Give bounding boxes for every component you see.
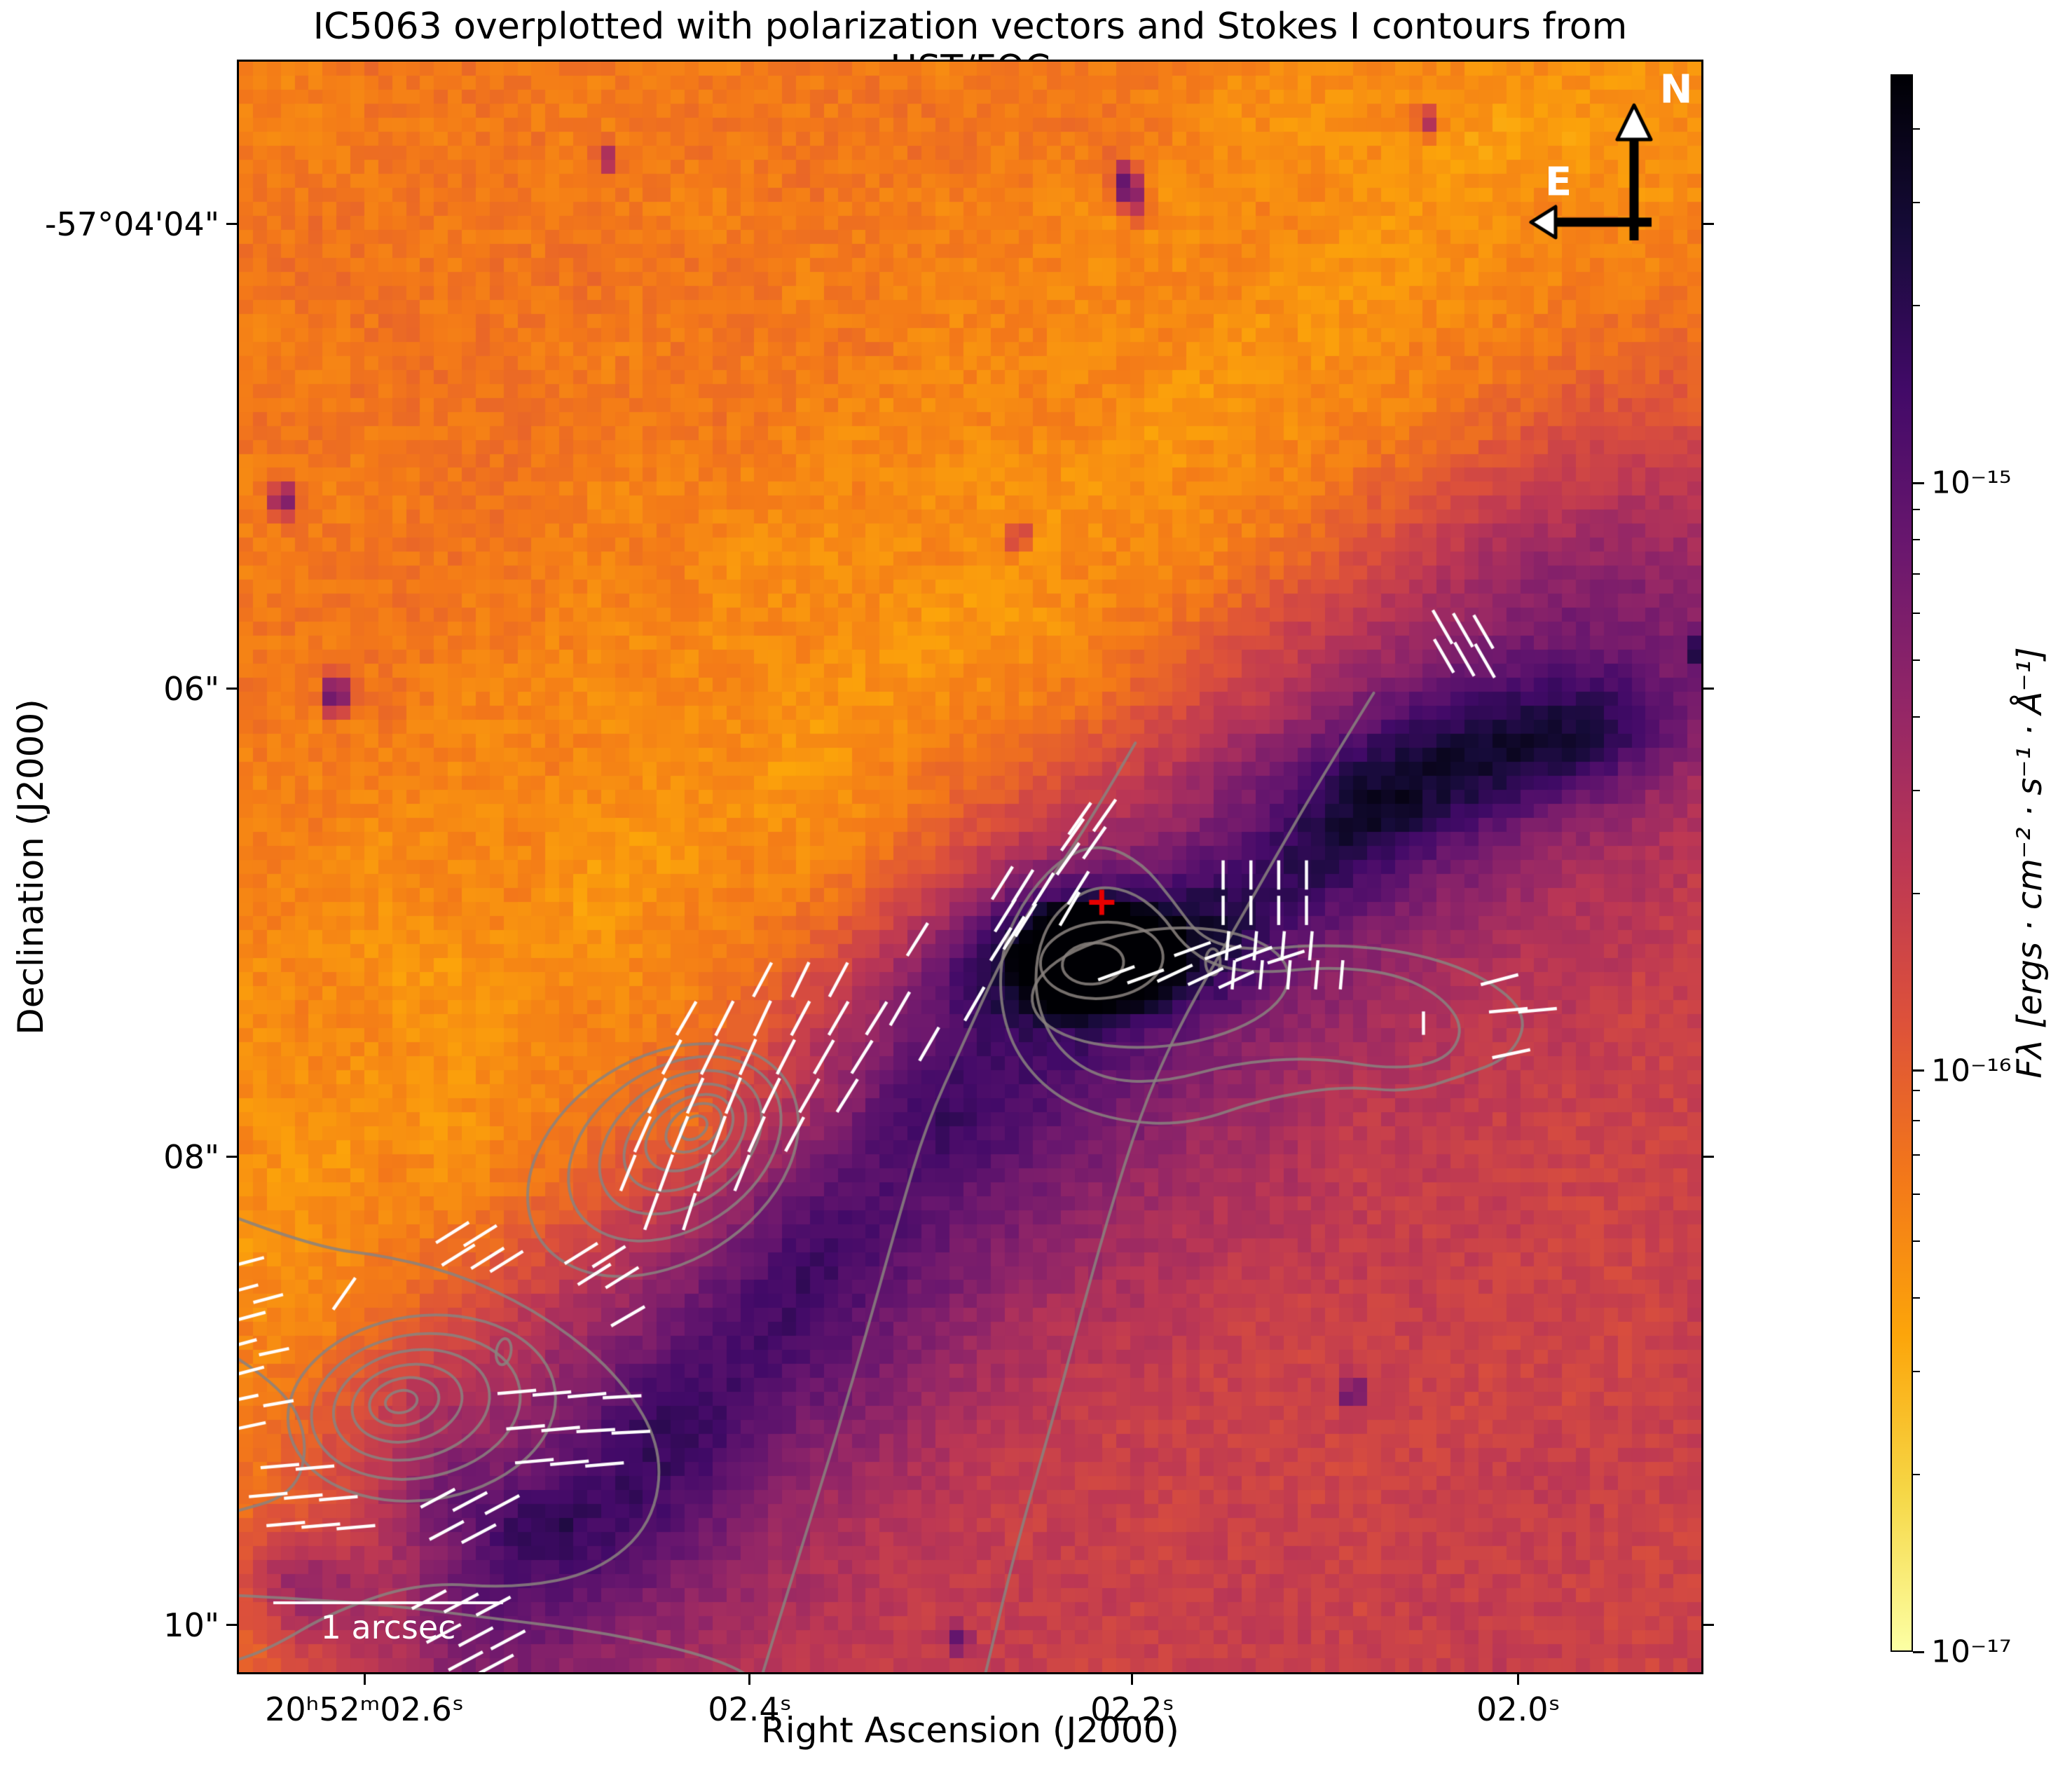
y-axis-label: Declination (J2000) <box>11 699 51 1035</box>
x-tick-label: 02.2ˢ <box>1090 1690 1174 1728</box>
colorbar-minor-tick <box>1913 1154 1920 1156</box>
x-tick <box>363 1672 366 1685</box>
y-tick-label: 10" <box>163 1606 219 1644</box>
colorbar-minor-tick <box>1913 893 1920 895</box>
colorbar-tick <box>1913 1650 1924 1653</box>
plot-area <box>237 60 1703 1674</box>
colorbar-minor-tick <box>1913 128 1920 130</box>
x-axis-label: Right Ascension (J2000) <box>761 1710 1179 1751</box>
colorbar-tick <box>1913 1069 1924 1072</box>
colorbar-minor-tick <box>1913 1297 1920 1299</box>
colorbar-minor-tick <box>1913 789 1920 791</box>
x-tick <box>1131 1672 1134 1685</box>
x-tick <box>1517 1672 1520 1685</box>
y-tick-label: -57°04'04" <box>44 205 219 243</box>
x-tick-label: 02.0ˢ <box>1476 1690 1560 1728</box>
y-tick <box>226 688 239 690</box>
scalebar-label: 1 arcsec <box>320 1608 456 1646</box>
y-tick-right <box>1701 1624 1714 1627</box>
sky-image-canvas <box>239 62 1701 1672</box>
colorbar-tick <box>1913 481 1924 484</box>
colorbar-minor-tick <box>1913 201 1920 203</box>
x-tick-label: 02.4ˢ <box>708 1690 792 1728</box>
colorbar-minor-tick <box>1913 539 1920 541</box>
compass-east-label: E <box>1544 159 1572 205</box>
y-tick <box>226 223 239 226</box>
colorbar-minor-tick <box>1913 1370 1920 1372</box>
y-tick <box>226 1624 239 1627</box>
y-tick-label: 06" <box>163 669 219 708</box>
x-tick <box>748 1672 751 1685</box>
y-tick-right <box>1701 223 1714 226</box>
colorbar-minor-tick <box>1913 659 1920 661</box>
colorbar-minor-tick <box>1913 1090 1920 1092</box>
x-tick-label: 20ʰ52ᵐ02.6ˢ <box>265 1690 465 1728</box>
colorbar-tick-label: 10⁻¹⁶ <box>1931 1053 2012 1089</box>
colorbar-tick-label: 10⁻¹⁷ <box>1931 1634 2012 1670</box>
colorbar-minor-tick <box>1913 716 1920 718</box>
colorbar-minor-tick <box>1913 573 1920 575</box>
colorbar-minor-tick <box>1913 1194 1920 1196</box>
colorbar-minor-tick <box>1913 305 1920 307</box>
y-tick-right <box>1701 688 1714 690</box>
colorbar-label: Fλ [ergs · cm⁻² · s⁻¹ · Å⁻¹] <box>2010 647 2050 1079</box>
colorbar-minor-tick <box>1913 1240 1920 1242</box>
colorbar-minor-tick <box>1913 1474 1920 1476</box>
y-tick <box>226 1156 239 1158</box>
compass-north-label: N <box>1659 67 1693 113</box>
y-tick-right <box>1701 1156 1714 1158</box>
colorbar-minor-tick <box>1913 509 1920 511</box>
y-tick-label: 08" <box>163 1137 219 1176</box>
colorbar-minor-tick <box>1913 1120 1920 1122</box>
colorbar <box>1891 74 1913 1652</box>
colorbar-tick-label: 10⁻¹⁵ <box>1931 465 2012 501</box>
colorbar-minor-tick <box>1913 613 1920 615</box>
